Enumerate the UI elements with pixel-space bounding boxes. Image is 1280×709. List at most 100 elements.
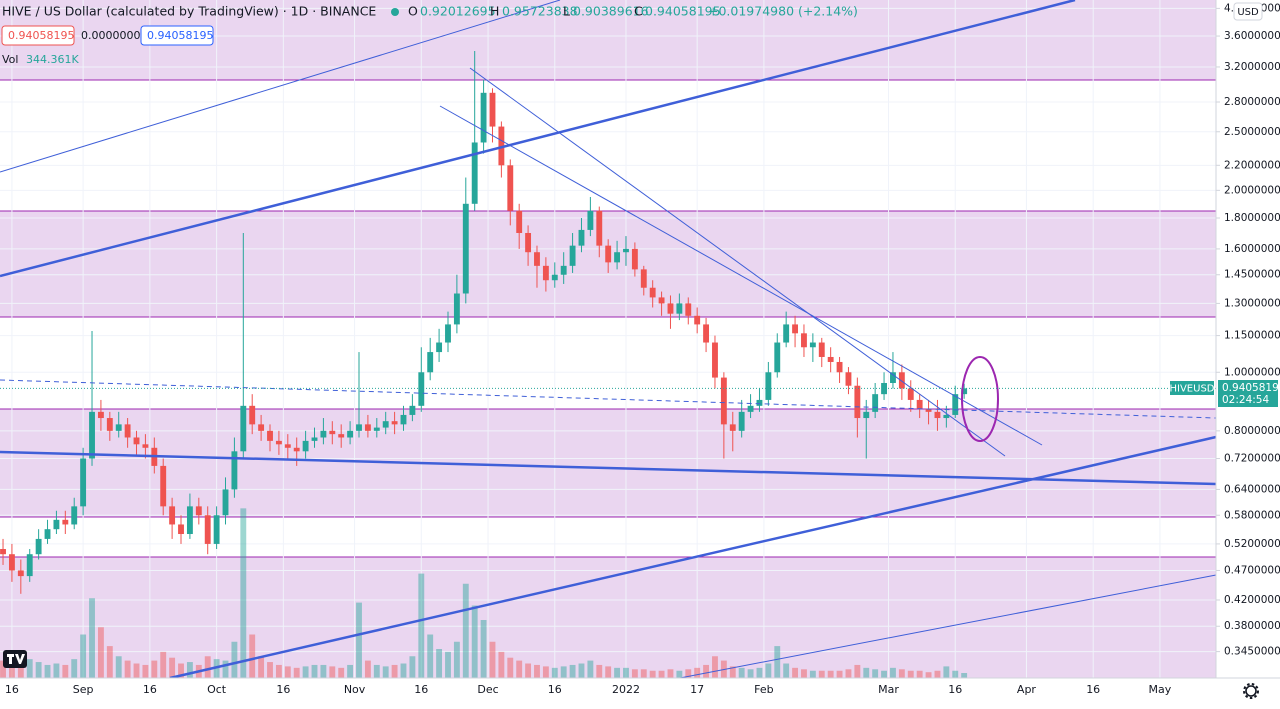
candle-body <box>587 210 594 230</box>
o-label: O <box>408 4 418 19</box>
candle-body <box>338 434 345 438</box>
candle-body <box>907 388 914 400</box>
grid <box>0 0 1216 678</box>
x-tick-label: Apr <box>1017 683 1037 696</box>
candle-body <box>204 515 211 544</box>
volume-bar <box>507 657 514 678</box>
volume-bar <box>471 605 478 678</box>
candle-body <box>160 465 167 507</box>
sell-price[interactable]: 0.94058195 <box>8 29 74 42</box>
y-tick-label: 1.60000000 <box>1224 243 1280 255</box>
volume-bar <box>80 634 87 678</box>
volume-bar <box>525 663 532 678</box>
candle-body <box>89 411 95 459</box>
volume-bar <box>872 669 879 678</box>
volume-bar <box>480 620 487 678</box>
y-tick-label: 2.50000000 <box>1224 126 1280 138</box>
candle-body <box>169 506 176 525</box>
candle-body <box>97 411 104 419</box>
change: +0.01974980 (+2.14%) <box>708 4 858 19</box>
candle-body <box>836 361 843 373</box>
logo <box>3 650 27 668</box>
candle-body <box>765 372 772 400</box>
y-tick-label: 2.20000000 <box>1224 159 1280 171</box>
x-tick-label: May <box>1149 683 1172 696</box>
logo-box <box>3 650 27 668</box>
y-tick-label: 1.15000000 <box>1224 330 1280 342</box>
candle-body <box>284 444 291 448</box>
volume-bar <box>774 646 781 678</box>
candle-body <box>605 245 612 263</box>
gear-teeth[interactable] <box>1243 683 1259 699</box>
candle-body <box>640 269 647 288</box>
volume-bar <box>578 663 585 678</box>
candle-body <box>774 342 781 373</box>
buy-box[interactable] <box>140 25 214 46</box>
volume-bar <box>649 670 656 678</box>
volume-bar <box>204 656 211 678</box>
status-dot <box>391 8 399 16</box>
candle-body <box>560 265 567 275</box>
volume-bar <box>765 663 772 678</box>
trend-line <box>439 105 1043 446</box>
candle-body <box>80 458 87 507</box>
volume-bar <box>916 670 923 678</box>
volume-bar <box>863 667 870 678</box>
y-tick-label: 2.00000000 <box>1224 184 1280 196</box>
trend-line <box>679 574 1217 679</box>
volume-bar <box>115 656 122 678</box>
candle-body <box>320 430 327 438</box>
o-value: 0.92012695 <box>420 4 496 19</box>
candle-body <box>614 252 621 263</box>
volume-bar <box>53 663 60 678</box>
volume-bar <box>827 670 834 678</box>
candle-body <box>818 342 825 357</box>
volume-bar <box>907 670 914 678</box>
x-tick-label: Feb <box>754 683 773 696</box>
volume-bar <box>462 583 469 678</box>
gear[interactable] <box>1245 685 1257 697</box>
candle-body <box>712 342 718 378</box>
volume-bar <box>925 672 932 678</box>
settings-icon[interactable] <box>1243 683 1259 699</box>
trend-line <box>469 67 1006 457</box>
candle-body <box>498 126 505 166</box>
volume-bar <box>854 664 861 678</box>
y-tick-label: 1.30000000 <box>1224 297 1280 309</box>
zone <box>0 409 1216 517</box>
candle-body <box>845 372 852 386</box>
candle-body <box>881 382 887 395</box>
candle-body <box>133 437 140 445</box>
zone <box>0 557 1216 678</box>
volume-bar <box>71 659 78 678</box>
candle-body <box>364 424 371 431</box>
volume-bar <box>275 664 282 678</box>
candle-body <box>658 297 665 304</box>
candle-body <box>231 451 238 490</box>
currency[interactable]: USD <box>1237 7 1259 18</box>
volume-bar <box>231 641 238 678</box>
candle-body <box>943 414 950 419</box>
volume-bar <box>756 667 763 678</box>
drawings <box>0 0 1217 680</box>
volume-bar <box>898 669 905 678</box>
volume-bar <box>631 669 638 678</box>
volume-bar <box>453 641 460 678</box>
currency-button[interactable] <box>1233 2 1263 21</box>
candle-body <box>8 554 15 571</box>
price-tag-value: 0.94058195 <box>1222 382 1280 394</box>
candle-body <box>854 385 861 419</box>
candle-body <box>872 394 879 412</box>
x-tick-label: 2022 <box>612 683 640 696</box>
candle-body <box>801 333 807 348</box>
sell-box[interactable] <box>1 25 75 46</box>
candle-body <box>729 424 736 431</box>
candle-body <box>400 414 407 425</box>
candle-body <box>827 356 834 362</box>
buy-price[interactable]: 0.94058195 <box>147 29 213 42</box>
candle-body <box>516 210 523 233</box>
volume-bar <box>267 662 273 678</box>
